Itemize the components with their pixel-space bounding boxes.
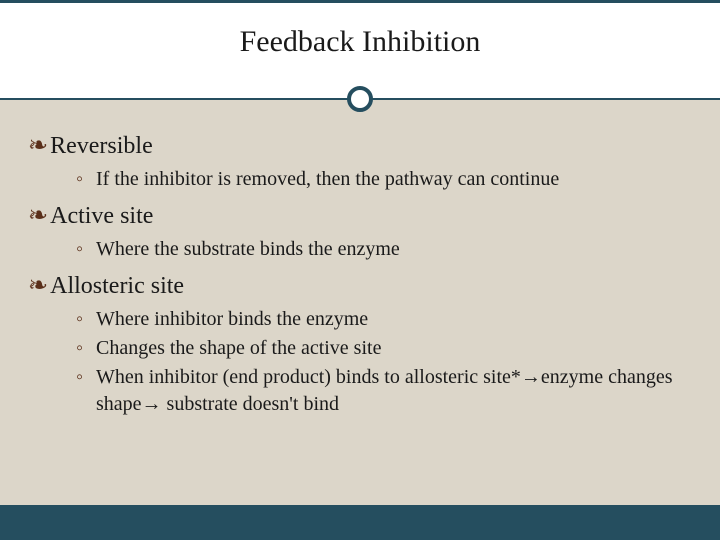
divider [0, 86, 720, 114]
sub-list: Where the substrate binds the enzyme [76, 236, 692, 263]
section-heading: ❧Allosteric site [28, 271, 692, 300]
list-item: If the inhibitor is removed, then the pa… [76, 166, 692, 193]
list-item: Where the substrate binds the enzyme [76, 236, 692, 263]
swirl-bullet-icon: ❧ [28, 271, 48, 300]
swirl-bullet-icon: ❧ [28, 131, 48, 160]
list-item: When inhibitor (end product) binds to al… [76, 364, 692, 418]
list-item: Where inhibitor binds the enzyme [76, 306, 692, 333]
footer-bar [0, 505, 720, 540]
slide-title: Feedback Inhibition [0, 3, 720, 59]
swirl-bullet-icon: ❧ [28, 201, 48, 230]
section-heading: ❧Active site [28, 201, 692, 230]
sub-list: If the inhibitor is removed, then the pa… [76, 166, 692, 193]
heading-text: Allosteric site [50, 273, 184, 299]
divider-circle-icon [347, 86, 373, 112]
slide: Feedback Inhibition ❧Reversible If the i… [0, 0, 720, 540]
header-area: Feedback Inhibition [0, 0, 720, 98]
sub-list: Where inhibitor binds the enzyme Changes… [76, 306, 692, 418]
section-heading: ❧Reversible [28, 131, 692, 160]
content-area: ❧Reversible If the inhibitor is removed,… [0, 99, 720, 540]
list-item: Changes the shape of the active site [76, 335, 692, 362]
heading-text: Active site [50, 203, 153, 229]
heading-text: Reversible [50, 133, 153, 159]
